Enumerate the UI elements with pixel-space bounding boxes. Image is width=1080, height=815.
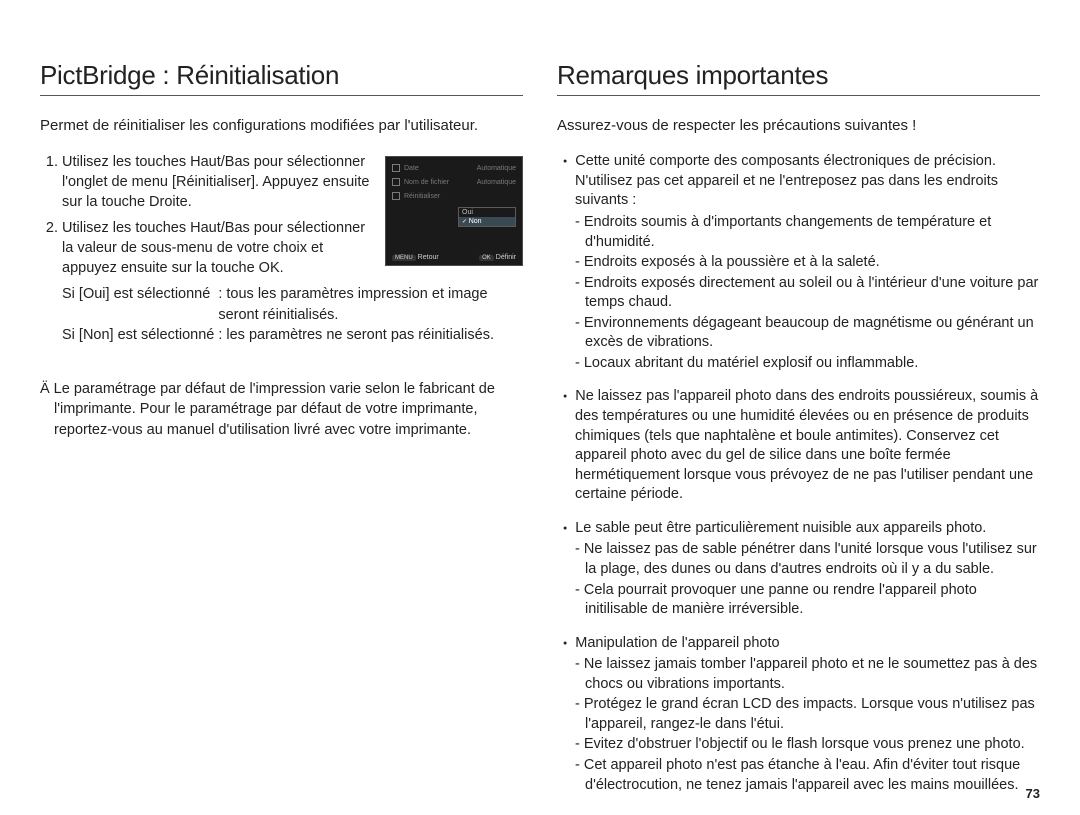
menu-tag-menu: MENU <box>392 255 416 261</box>
right-intro: Assurez-vous de respecter les précaution… <box>557 116 1040 136</box>
menu-row-icon <box>392 192 400 200</box>
precaution-group: Cette unité comporte des composants élec… <box>557 152 1040 373</box>
menu-row-icon <box>392 164 400 172</box>
condition-text: : tous les paramètres impression et imag… <box>218 284 523 325</box>
precaution-sublist: Ne laissez pas de sable pénétrer dans l'… <box>557 540 1040 619</box>
precaution-item: Endroits soumis à d'importants changemen… <box>575 213 1040 252</box>
menu-row-right: Automatique <box>477 179 516 186</box>
menu-row: Date Automatique <box>392 161 516 175</box>
menu-row-icon <box>392 178 400 186</box>
condition-text: : les paramètres ne seront pas réinitial… <box>218 325 523 345</box>
menu-footer-left: MENURetour <box>392 254 439 261</box>
precaution-item: Environnements dégageant beaucoup de mag… <box>575 314 1040 353</box>
manual-page: PictBridge : Réinitialisation Permet de … <box>40 60 1040 809</box>
precaution-sublist: Endroits soumis à d'importants changemen… <box>557 213 1040 374</box>
precaution-item: Cet appareil photo n'est pas étanche à l… <box>575 756 1040 795</box>
precaution-head: Manipulation de l'appareil photo <box>557 634 1040 654</box>
menu-footer-right: OKDéfinir <box>479 254 516 261</box>
menu-row: Réinitialiser <box>392 189 516 203</box>
menu-options: OuiNon <box>458 207 516 227</box>
condition-label: Si [Oui] est sélectionné <box>62 284 218 325</box>
precaution-item: Cela pourrait provoquer une panne ou ren… <box>575 581 1040 620</box>
menu-rows: Date Automatique Nom de fichier Automatique… <box>392 161 516 203</box>
left-body: Date Automatique Nom de fichier Automatique… <box>40 152 523 440</box>
menu-tag-ok: OK <box>479 255 494 261</box>
precaution-head: Cette unité comporte des composants élec… <box>557 152 1040 211</box>
precaution-item: Locaux abritant du matériel explosif ou … <box>575 354 1040 374</box>
menu-footer: MENURetour OKDéfinir <box>392 249 516 261</box>
precaution-groups: Cette unité comporte des composants élec… <box>557 152 1040 795</box>
precaution-item: Endroits exposés directement au soleil o… <box>575 274 1040 313</box>
right-title: Remarques importantes <box>557 60 1040 96</box>
menu-option: Oui <box>459 208 515 217</box>
right-column: Remarques importantes Assurez-vous de re… <box>557 60 1040 809</box>
menu-option: Non <box>459 217 515 226</box>
precaution-item: Evitez d'obstruer l'objectif ou le flash… <box>575 735 1040 755</box>
conditions: Si [Oui] est sélectionné : tous les para… <box>40 284 523 345</box>
page-number: 73 <box>1026 786 1040 801</box>
precaution-sublist: Ne laissez jamais tomber l'appareil phot… <box>557 655 1040 795</box>
precaution-group: Le sable peut être particulièrement nuis… <box>557 519 1040 620</box>
precaution-group: Ne laissez pas l'appareil photo dans des… <box>557 387 1040 504</box>
menu-row-left: Réinitialiser <box>404 193 440 200</box>
precaution-head: Ne laissez pas l'appareil photo dans des… <box>557 387 1040 504</box>
left-column: PictBridge : Réinitialisation Permet de … <box>40 60 523 809</box>
condition-row: Si [Oui] est sélectionné : tous les para… <box>62 284 523 325</box>
precaution-item: Endroits exposés à la poussière et à la … <box>575 253 1040 273</box>
precaution-head: Le sable peut être particulièrement nuis… <box>557 519 1040 539</box>
camera-menu-screenshot: Date Automatique Nom de fichier Automatique… <box>385 156 523 266</box>
menu-row-right: Automatique <box>477 165 516 172</box>
left-title: PictBridge : Réinitialisation <box>40 60 523 96</box>
precaution-group: Manipulation de l'appareil photoNe laiss… <box>557 634 1040 796</box>
note-text: Le paramétrage par défaut de l'impressio… <box>54 381 495 438</box>
menu-row: Nom de fichier Automatique <box>392 175 516 189</box>
condition-row: Si [Non] est sélectionné : les paramètre… <box>62 325 523 345</box>
precaution-item: Ne laissez pas de sable pénétrer dans l'… <box>575 540 1040 579</box>
footnote: ÄLe paramétrage par défaut de l'impressi… <box>40 379 523 440</box>
precaution-item: Ne laissez jamais tomber l'appareil phot… <box>575 655 1040 694</box>
menu-row-left: Nom de fichier <box>404 179 449 186</box>
menu-row-left: Date <box>404 165 419 172</box>
condition-label: Si [Non] est sélectionné <box>62 325 218 345</box>
note-marker: Ä <box>40 381 54 397</box>
left-intro: Permet de réinitialiser les configuratio… <box>40 116 523 136</box>
precaution-item: Protégez le grand écran LCD des impacts.… <box>575 695 1040 734</box>
